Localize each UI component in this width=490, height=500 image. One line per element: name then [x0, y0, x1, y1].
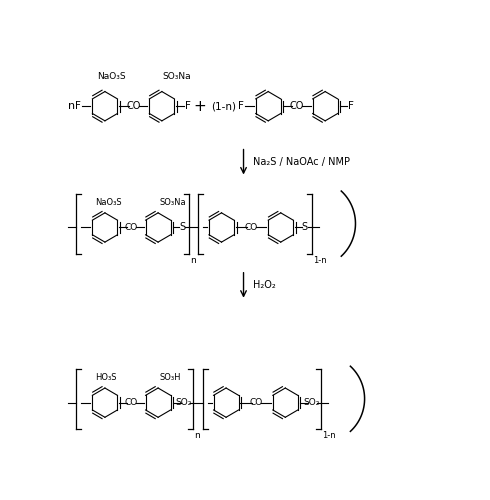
- Text: CO: CO: [290, 101, 304, 111]
- Text: F: F: [348, 101, 354, 111]
- Text: (1-n): (1-n): [211, 101, 236, 111]
- Text: SO₃Na: SO₃Na: [160, 198, 187, 207]
- Text: Na₂S / NaOAc / NMP: Na₂S / NaOAc / NMP: [253, 157, 350, 167]
- Text: NaO₃S: NaO₃S: [98, 72, 126, 81]
- Text: CO: CO: [126, 101, 141, 111]
- Text: n: n: [190, 256, 196, 264]
- Text: CO: CO: [245, 223, 258, 232]
- Text: F: F: [75, 101, 81, 111]
- Text: F: F: [185, 101, 191, 111]
- Text: S: S: [302, 222, 308, 232]
- Text: 1-n: 1-n: [313, 256, 326, 264]
- Text: CO: CO: [125, 223, 138, 232]
- Text: 1-n: 1-n: [322, 431, 335, 440]
- Text: +: +: [194, 98, 206, 114]
- Text: NaO₃S: NaO₃S: [96, 198, 122, 207]
- Text: n: n: [195, 431, 200, 440]
- Text: H₂O₂: H₂O₂: [253, 280, 276, 290]
- Text: SO₂: SO₂: [303, 398, 319, 407]
- Text: S: S: [179, 222, 185, 232]
- Text: SO₃H: SO₃H: [160, 373, 181, 382]
- Text: F: F: [239, 101, 245, 111]
- Text: SO₃Na: SO₃Na: [162, 72, 191, 81]
- Text: HO₃S: HO₃S: [96, 373, 117, 382]
- Text: n: n: [68, 101, 75, 111]
- Text: CO: CO: [249, 398, 262, 407]
- Text: SO₂: SO₂: [176, 398, 192, 407]
- Text: CO: CO: [125, 398, 138, 407]
